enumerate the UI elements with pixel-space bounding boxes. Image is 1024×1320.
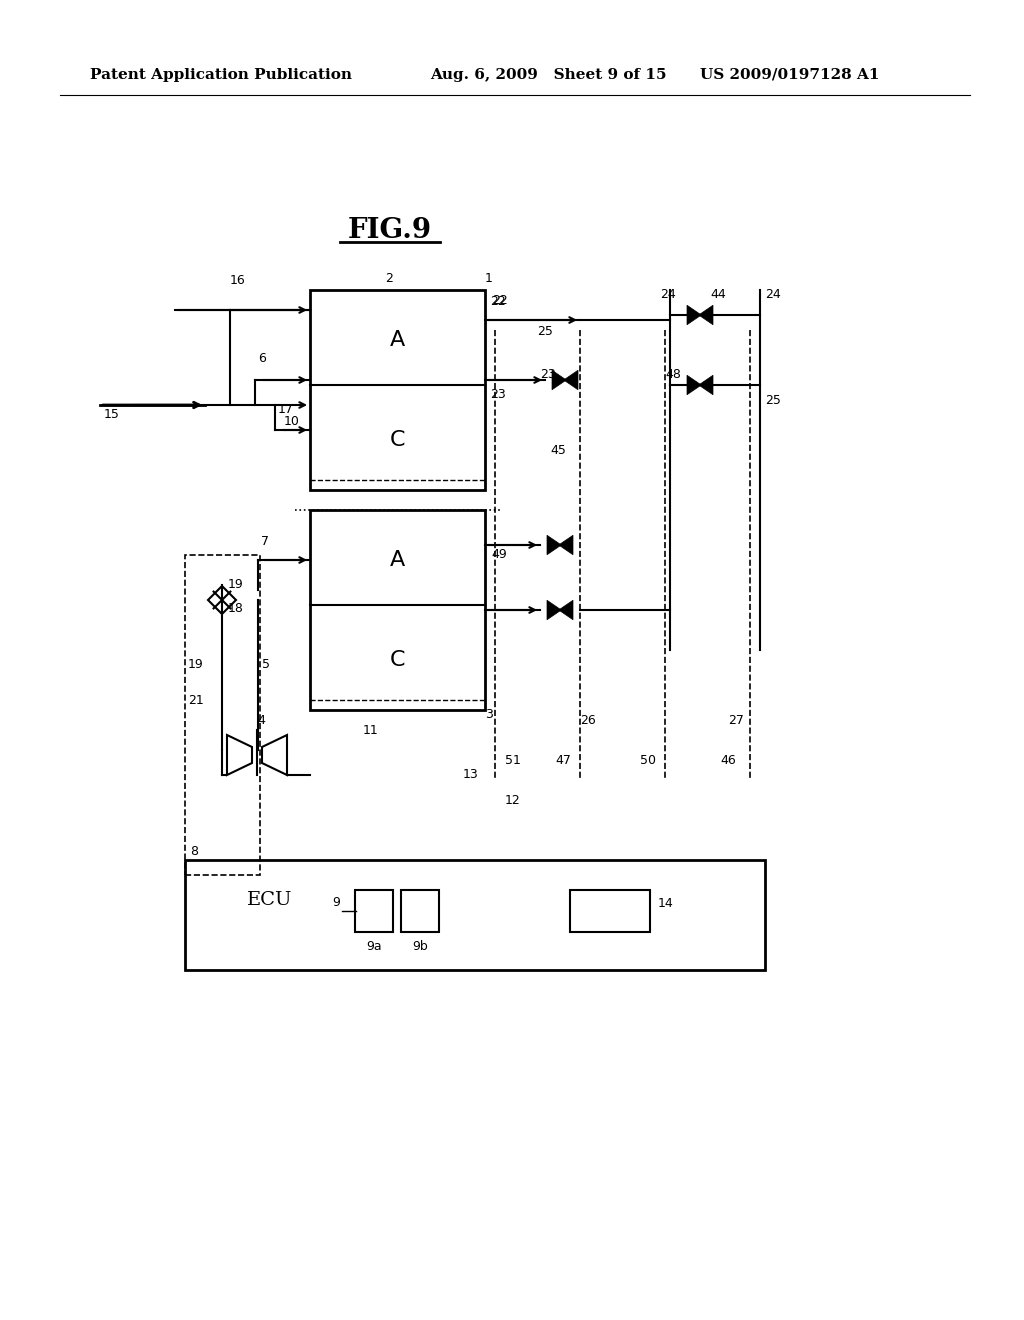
Text: 51: 51 xyxy=(505,754,521,767)
Text: ECU: ECU xyxy=(248,891,293,909)
Text: 46: 46 xyxy=(720,754,736,767)
Polygon shape xyxy=(698,305,713,325)
Text: 25: 25 xyxy=(765,393,781,407)
Text: 9a: 9a xyxy=(367,940,382,953)
Text: 19: 19 xyxy=(228,578,244,591)
Text: 26: 26 xyxy=(580,714,596,726)
Bar xyxy=(310,290,485,490)
Text: 25: 25 xyxy=(537,325,553,338)
Text: 24: 24 xyxy=(765,289,780,301)
Text: 22: 22 xyxy=(492,293,508,306)
Text: 16: 16 xyxy=(230,273,246,286)
Text: 13: 13 xyxy=(463,768,479,781)
Text: 24: 24 xyxy=(660,289,676,301)
Text: 4: 4 xyxy=(257,714,265,726)
Polygon shape xyxy=(559,535,573,554)
Polygon shape xyxy=(687,375,701,395)
Text: 23: 23 xyxy=(490,388,506,401)
Text: 50: 50 xyxy=(640,754,656,767)
Text: 27: 27 xyxy=(728,714,743,726)
Text: 49: 49 xyxy=(490,549,507,561)
Text: 9b: 9b xyxy=(412,940,428,953)
Text: Aug. 6, 2009   Sheet 9 of 15: Aug. 6, 2009 Sheet 9 of 15 xyxy=(430,69,667,82)
Bar xyxy=(355,890,393,932)
Text: 12: 12 xyxy=(505,793,521,807)
Text: FIG.9: FIG.9 xyxy=(348,216,432,243)
Text: 7: 7 xyxy=(261,535,269,548)
Polygon shape xyxy=(687,305,701,325)
Text: A: A xyxy=(390,550,406,570)
Text: 3: 3 xyxy=(485,709,493,722)
Text: 44: 44 xyxy=(710,289,726,301)
Text: 2: 2 xyxy=(385,272,393,285)
Text: 21: 21 xyxy=(188,693,204,706)
Text: 15: 15 xyxy=(104,408,120,421)
Text: 19: 19 xyxy=(188,659,204,672)
Bar xyxy=(185,554,260,875)
Text: 48: 48 xyxy=(665,368,681,381)
Text: A: A xyxy=(390,330,406,350)
Text: 47: 47 xyxy=(555,754,570,767)
Text: 1: 1 xyxy=(485,272,493,285)
Text: 17: 17 xyxy=(278,403,294,416)
Polygon shape xyxy=(552,370,566,389)
Text: 6: 6 xyxy=(258,352,266,366)
Text: 5: 5 xyxy=(262,659,270,672)
Polygon shape xyxy=(559,601,573,620)
Text: 9: 9 xyxy=(332,896,340,909)
Text: 45: 45 xyxy=(550,444,566,457)
Text: 11: 11 xyxy=(362,723,379,737)
Polygon shape xyxy=(547,535,561,554)
Text: 10: 10 xyxy=(284,414,300,428)
Polygon shape xyxy=(698,375,713,395)
Text: Patent Application Publication: Patent Application Publication xyxy=(90,69,352,82)
Bar xyxy=(185,861,765,970)
Text: C: C xyxy=(390,430,406,450)
Text: 8: 8 xyxy=(190,845,198,858)
Text: US 2009/0197128 A1: US 2009/0197128 A1 xyxy=(700,69,880,82)
Polygon shape xyxy=(563,370,578,389)
Text: C: C xyxy=(390,649,406,671)
Text: 23: 23 xyxy=(540,368,556,381)
Bar xyxy=(310,510,485,710)
Text: 18: 18 xyxy=(228,602,244,615)
Bar xyxy=(570,890,650,932)
Bar xyxy=(401,890,439,932)
Text: 22: 22 xyxy=(490,294,506,308)
Text: 14: 14 xyxy=(658,898,674,909)
Polygon shape xyxy=(547,601,561,620)
